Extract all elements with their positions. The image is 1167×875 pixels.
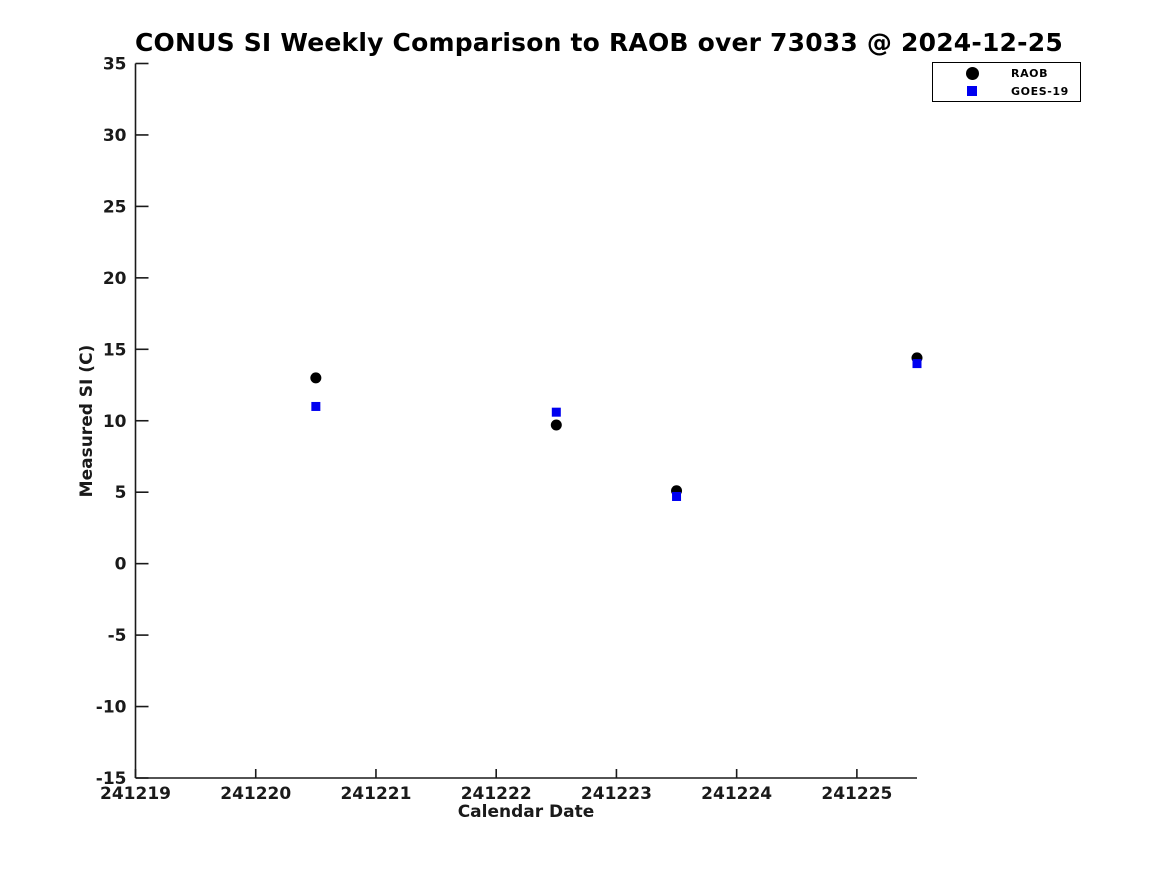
y-tick-label: 15	[103, 340, 127, 360]
raob-circle-icon	[965, 66, 979, 80]
y-tick-label: 0	[115, 555, 127, 575]
x-tick-label: 241219	[100, 784, 171, 804]
data-point-goes-19	[672, 491, 682, 501]
y-axis-label: Measured SI (C)	[77, 344, 97, 498]
goes19-square-icon	[967, 86, 977, 96]
chart-title: CONUS SI Weekly Comparison to RAOB over …	[135, 28, 1063, 57]
legend-item-goes19: GOES-19	[933, 84, 1080, 99]
legend-marker-cell	[933, 66, 1011, 80]
legend-item-raob: RAOB	[933, 66, 1080, 81]
x-tick-label: 241223	[581, 784, 652, 804]
data-point-raob	[550, 419, 562, 431]
x-tick-label: 241225	[821, 784, 892, 804]
y-tick-label: 10	[103, 412, 127, 432]
x-tick-label: 241221	[340, 784, 411, 804]
x-tick-label: 241224	[701, 784, 772, 804]
y-tick-label: 5	[115, 483, 127, 503]
y-tick-label: 30	[103, 126, 127, 146]
data-point-goes-19	[551, 407, 561, 417]
legend-marker-cell	[933, 86, 1011, 96]
legend: RAOB GOES-19	[932, 62, 1081, 102]
y-tick-label: -5	[108, 626, 127, 646]
data-point-goes-19	[311, 401, 321, 411]
data-point-raob	[310, 372, 322, 384]
legend-label-raob: RAOB	[1011, 66, 1049, 80]
y-tick-label: 35	[103, 55, 127, 75]
y-tick-label: -10	[96, 698, 127, 718]
x-axis-label: Calendar Date	[457, 802, 595, 822]
x-tick-label: 241220	[220, 784, 291, 804]
y-tick-label: 20	[103, 269, 127, 289]
data-point-goes-19	[912, 359, 922, 369]
x-tick-label: 241222	[461, 784, 532, 804]
legend-label-goes19: GOES-19	[1011, 84, 1069, 98]
y-tick-label: 25	[103, 197, 127, 217]
y-tick-label: -15	[96, 769, 127, 789]
